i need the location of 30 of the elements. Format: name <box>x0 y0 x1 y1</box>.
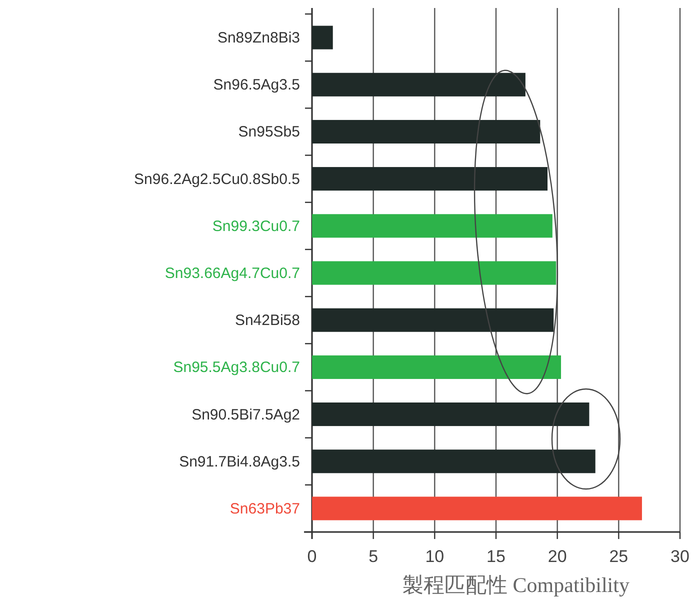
bar <box>312 496 642 520</box>
y-tick-label: Sn63Pb37 <box>230 500 300 518</box>
y-tick-label: Sn89Zn8Bi3 <box>217 30 300 47</box>
y-tick-label: Sn90.5Bi7.5Ag2 <box>192 406 300 424</box>
bar <box>312 26 333 50</box>
bar <box>312 72 526 96</box>
x-tick-label: 20 <box>548 547 567 566</box>
y-tick-label: Sn99.3Cu0.7 <box>212 218 300 235</box>
x-tick-label: 15 <box>486 547 506 566</box>
bar <box>312 120 540 144</box>
x-tick-label: 30 <box>670 547 690 566</box>
bar <box>312 308 554 332</box>
bar <box>312 167 548 191</box>
y-tick-label: Sn96.2Ag2.5Cu0.8Sb0.5 <box>134 170 300 188</box>
y-tick-label: Sn42Bi58 <box>234 312 300 330</box>
bar <box>312 450 596 474</box>
y-tick-label: Sn95Sb5 <box>238 124 300 141</box>
x-tick-label: 0 <box>307 547 317 566</box>
x-tick-label: 25 <box>609 547 628 566</box>
x-tick-label: 10 <box>425 547 444 566</box>
y-tick-label: Sn91.7Bi4.8Ag3.5 <box>179 453 300 470</box>
x-tick-label: 5 <box>368 547 378 566</box>
bar <box>312 355 562 379</box>
bar <box>312 214 552 238</box>
y-tick-label: Sn93.66Ag4.7Cu0.7 <box>164 265 300 282</box>
y-tick-label: Sn96.5Ag3.5 <box>213 76 300 94</box>
bar <box>312 261 556 285</box>
y-tick-label: Sn95.5Ag3.8Cu0.7 <box>173 359 300 376</box>
bar <box>312 402 590 426</box>
x-axis-title: 製程匹配性 Compatibility <box>402 573 630 597</box>
